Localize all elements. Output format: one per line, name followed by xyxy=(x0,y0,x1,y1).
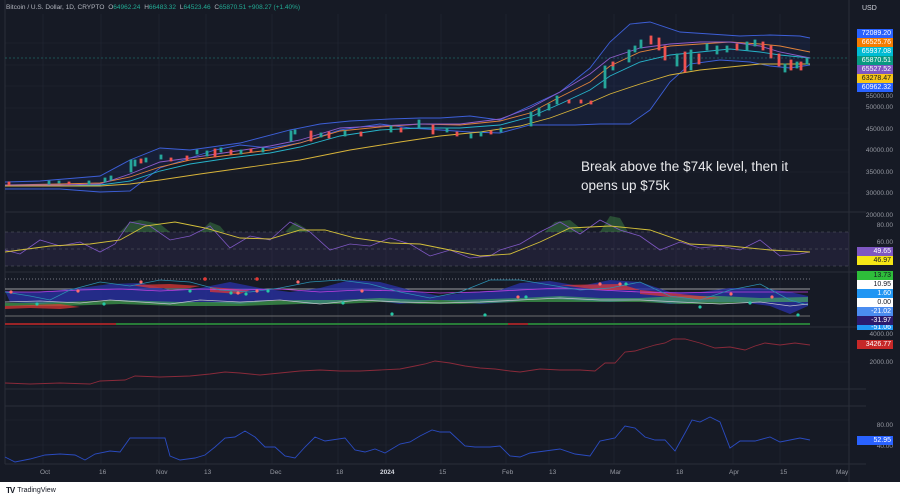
time-label: Nov xyxy=(156,469,168,476)
chart-annotation-text[interactable]: Break above the $74k level, then it open… xyxy=(581,159,789,193)
change-value: +908.27 (+1.40%) xyxy=(248,4,301,11)
time-label: May xyxy=(836,469,849,476)
osc-tag: -51.06 xyxy=(857,325,893,330)
atr-value-tag: 3426.77 xyxy=(857,340,893,349)
symbol-legend: Bitcoin / U.S. Dollar, 1D, CRYPTO O64962… xyxy=(6,4,301,11)
osc-tag: 0.00 xyxy=(857,298,893,307)
time-label-year: 2024 xyxy=(380,469,395,476)
chart-area[interactable] xyxy=(0,0,866,482)
rsi-tick: 80.00 xyxy=(876,222,893,229)
candlesticks xyxy=(7,35,809,186)
tradingview-branding[interactable]: TV TradingView xyxy=(6,486,56,495)
rsi-value-tag: 49.65 xyxy=(857,247,893,256)
rsi-ma-line xyxy=(4,221,811,257)
price-tick: 50000.00 xyxy=(865,104,893,111)
chart-canvas xyxy=(4,0,866,482)
time-label: 18 xyxy=(336,469,344,476)
rsi-overbought-fill xyxy=(120,216,628,232)
tradingview-name: TradingView xyxy=(17,487,56,494)
rsi-ma-value-tag: 46.97 xyxy=(857,256,893,265)
atr-tick: 4000.00 xyxy=(869,331,894,338)
time-label: 13 xyxy=(204,469,212,476)
osc-signal-dots xyxy=(9,277,800,317)
ema-purple-tag: 65527.52 xyxy=(857,65,893,74)
ema-orange-line xyxy=(4,41,811,186)
price-tick: 55000.00 xyxy=(865,93,893,100)
currency-label[interactable]: USD xyxy=(862,5,877,12)
time-label: Dec xyxy=(270,469,282,476)
time-label: 13 xyxy=(549,469,557,476)
open-value: 64962.24 xyxy=(113,4,141,11)
bb-lower-tag: 60962.32 xyxy=(857,83,893,92)
price-tick: 30000.00 xyxy=(865,190,893,197)
low-value: 64523.46 xyxy=(183,4,211,11)
time-label: Mar xyxy=(610,469,622,476)
time-label: 15 xyxy=(780,469,788,476)
time-label: Apr xyxy=(729,469,740,476)
time-label: Feb xyxy=(502,469,514,476)
high-value: 66483.32 xyxy=(148,4,177,11)
osc-tag: 1.60 xyxy=(857,289,893,298)
osc-green-band xyxy=(5,296,808,306)
osc-tag: -31.97 xyxy=(857,316,893,325)
symbol-title: Bitcoin / U.S. Dollar, 1D, CRYPTO xyxy=(6,4,105,11)
osc-red-band xyxy=(5,284,720,309)
time-label: 16 xyxy=(99,469,107,476)
price-tick: 20000.00 xyxy=(865,212,893,219)
osc-white-line xyxy=(4,297,809,307)
price-tick: 35000.00 xyxy=(865,169,893,176)
time-label: 15 xyxy=(439,469,447,476)
osc-tag: 10.95 xyxy=(857,280,893,289)
osc-tag: -21.02 xyxy=(857,307,893,316)
atr-line xyxy=(4,338,811,385)
tradingview-logo-icon: TV xyxy=(6,486,15,495)
atr-tick: 2000.00 xyxy=(869,359,894,366)
close-value: 65870.51 xyxy=(219,4,247,11)
osc-tag: 13.73 xyxy=(857,271,893,280)
ema-cyan-tag: 65937.08 xyxy=(857,47,893,56)
price-tick: 40000.00 xyxy=(865,147,893,154)
sma-yellow-tag: 63278.47 xyxy=(857,74,893,83)
adx-line xyxy=(4,416,811,463)
time-label: Oct xyxy=(40,469,51,476)
rsi-tick: 60.00 xyxy=(876,239,893,246)
ema-orange-tag: 66525.76 xyxy=(857,38,893,47)
ema-cyan-line xyxy=(5,48,811,187)
price-tick: 45000.00 xyxy=(865,126,893,133)
bollinger-band-fill xyxy=(5,22,810,192)
adx-tick: 80.00 xyxy=(876,422,893,429)
osc-purple-line xyxy=(5,287,808,294)
time-label: 18 xyxy=(676,469,684,476)
adx-tick: 40.00 xyxy=(876,443,893,450)
bb-upper-line xyxy=(4,21,811,183)
ema-purple-line xyxy=(5,41,811,186)
bb-upper-tag: 72089.20 xyxy=(857,29,893,38)
osc-cyan-line xyxy=(4,279,809,306)
last-price-tag: 65870.51 xyxy=(857,56,893,65)
adx-value-tag: 52.95 xyxy=(857,436,893,445)
